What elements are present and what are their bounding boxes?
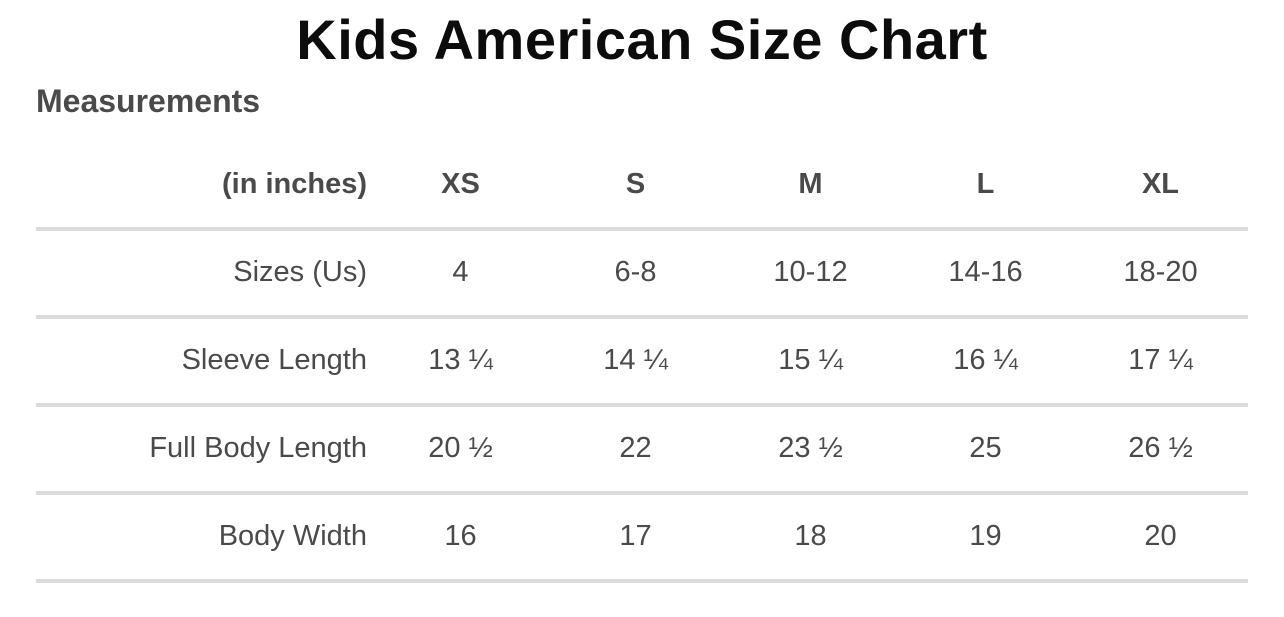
cell-value: 14-16 (898, 228, 1073, 319)
table-header-row: (in inches) XS S M L XL (36, 142, 1248, 231)
cell-value: 20 ½ (373, 404, 548, 495)
row-label: Sleeve Length (36, 316, 373, 407)
header-xs: XS (373, 142, 548, 231)
cell-value: 6-8 (548, 228, 723, 319)
table-row-full-body-length: Full Body Length 20 ½ 22 23 ½ 25 26 ½ (36, 404, 1248, 495)
header-m: M (723, 142, 898, 231)
cell-value: 20 (1073, 492, 1248, 583)
cell-value: 18 (723, 492, 898, 583)
cell-value: 23 ½ (723, 404, 898, 495)
cell-value: 22 (548, 404, 723, 495)
cell-value: 10-12 (723, 228, 898, 319)
cell-value: 4 (373, 228, 548, 319)
cell-value: 15 ¼ (723, 316, 898, 407)
row-label: Sizes (Us) (36, 228, 373, 319)
page-title: Kids American Size Chart (296, 8, 988, 71)
cell-value: 13 ¼ (373, 316, 548, 407)
table-row-sleeve-length: Sleeve Length 13 ¼ 14 ¼ 15 ¼ 16 ¼ 17 ¼ (36, 316, 1248, 407)
header-l: L (898, 142, 1073, 231)
cell-value: 16 (373, 492, 548, 583)
header-s: S (548, 142, 723, 231)
measurements-heading: Measurements (36, 83, 261, 120)
row-label: Full Body Length (36, 404, 373, 495)
table-row-body-width: Body Width 16 17 18 19 20 (36, 492, 1248, 583)
row-label: Body Width (36, 492, 373, 583)
cell-value: 14 ¼ (548, 316, 723, 407)
table-row-sizes-us: Sizes (Us) 4 6-8 10-12 14-16 18-20 (36, 228, 1248, 319)
cell-value: 18-20 (1073, 228, 1248, 319)
cell-value: 19 (898, 492, 1073, 583)
cell-value: 26 ½ (1073, 404, 1248, 495)
cell-value: 17 ¼ (1073, 316, 1248, 407)
header-xl: XL (1073, 142, 1248, 231)
header-units: (in inches) (36, 142, 373, 231)
size-table: (in inches) XS S M L XL Sizes (Us) 4 6-8… (36, 142, 1248, 583)
cell-value: 25 (898, 404, 1073, 495)
cell-value: 16 ¼ (898, 316, 1073, 407)
cell-value: 17 (548, 492, 723, 583)
